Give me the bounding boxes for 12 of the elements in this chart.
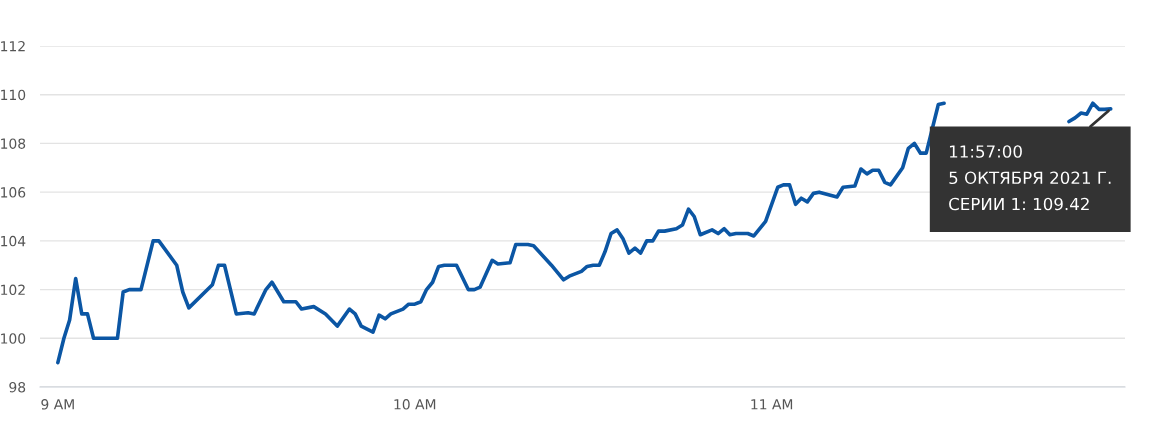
- y-tick-label: 104: [1, 235, 26, 247]
- annotation: 11:57:00 5 ОКТЯБРЯ 2021 Г. СЕРИИ 1: 109.42: [949, 145, 1111, 211]
- y-tick-label: 106: [1, 187, 26, 198]
- y-tick-label: 102: [1, 284, 25, 296]
- x-tick-label: 9 AM: [41, 399, 74, 410]
- y-tick-label: 110: [1, 89, 26, 101]
- x-tick-label: 11 AM: [751, 399, 793, 410]
- x-tick-label: 10 AM: [394, 399, 436, 410]
- y-tick-label: 98: [9, 381, 26, 393]
- y-tick-label: 112: [1, 40, 25, 52]
- y-tick-label: 108: [1, 138, 26, 149]
- y-tick-label: 100: [1, 333, 26, 344]
